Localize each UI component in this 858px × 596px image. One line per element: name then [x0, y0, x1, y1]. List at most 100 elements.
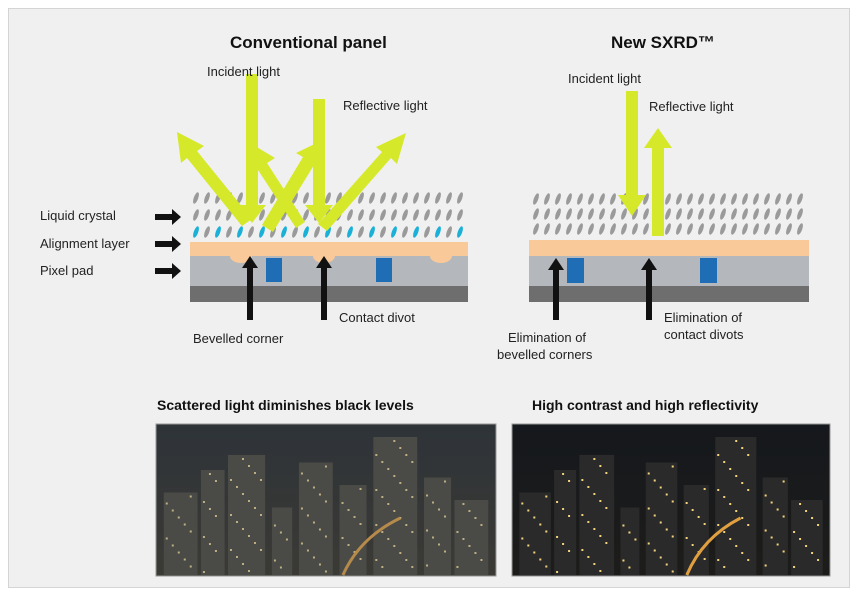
liquid-crystal-molecule [797, 208, 803, 220]
liquid-crystal-molecule [643, 223, 649, 235]
liquid-crystal-molecule [336, 226, 342, 238]
sxrd-incident-arrow [618, 91, 646, 216]
city-window-light [521, 502, 524, 505]
city-road-lights [341, 516, 402, 576]
city-window-light [480, 524, 483, 526]
city-window-light [387, 503, 390, 505]
liquid-crystal-molecule [676, 208, 682, 220]
city-window-light [312, 521, 315, 524]
liquid-crystal-molecule [424, 192, 430, 204]
city-window-light [545, 530, 548, 533]
conventional-photo-caption: Scattered light diminishes black levels [157, 397, 414, 413]
liquid-crystal-molecule [797, 193, 803, 205]
sxrd-photo-caption: High contrast and high reflectivity [532, 397, 759, 413]
city-window-light [735, 440, 738, 442]
sxrd-substrate [529, 286, 809, 302]
city-window-light [764, 564, 767, 567]
city-window-light [444, 515, 447, 518]
city-window-light [347, 544, 350, 546]
liquid-crystal-molecule [753, 223, 759, 235]
liquid-crystal-molecule [555, 223, 561, 235]
city-window-light [634, 538, 637, 541]
city-window-light [411, 461, 414, 463]
city-window-light [177, 551, 180, 554]
city-window-light [562, 508, 565, 510]
city-window-light [381, 531, 384, 533]
city-building [271, 507, 293, 575]
city-window-light [375, 559, 378, 561]
elim-contact-pointer [641, 258, 657, 320]
liquid-crystal-molecule [555, 208, 561, 220]
city-window-light [776, 543, 779, 546]
city-window-light [647, 542, 650, 545]
liquid-crystal-molecule [391, 192, 397, 204]
liquid-crystal-molecule [358, 192, 364, 204]
conventional-night-city-photo [155, 423, 497, 577]
liquid-crystal-molecule [292, 226, 298, 238]
city-window-light [587, 521, 590, 523]
liquid-crystal-molecule [237, 192, 243, 204]
city-window-light [533, 551, 536, 554]
city-window-light [202, 501, 205, 503]
liquid-crystal-molecule [402, 192, 408, 204]
liquid-crystal-molecule [687, 208, 693, 220]
liquid-crystal-molecule [336, 192, 342, 204]
liquid-crystal-molecule [566, 193, 572, 205]
liquid-crystal-molecule [380, 209, 386, 221]
city-window-light [581, 479, 584, 481]
liquid-crystal-molecule [566, 223, 572, 235]
liquid-crystal-molecule [259, 192, 265, 204]
city-window-light [341, 537, 344, 539]
liquid-crystal-molecule [281, 226, 287, 238]
liquid-crystal-molecule [446, 226, 452, 238]
city-window-light [393, 510, 396, 512]
liquid-crystal-molecule [599, 223, 605, 235]
sxrd-panel-title: New SXRD™ [611, 33, 715, 52]
city-window-light [653, 479, 656, 482]
city-window-light [593, 563, 596, 565]
city-window-light [411, 531, 414, 533]
city-window-light [438, 508, 441, 511]
city-window-light [183, 558, 186, 561]
city-window-light [387, 538, 390, 540]
city-window-light [312, 486, 315, 489]
liquid-crystal-molecule [599, 208, 605, 220]
city-building [645, 462, 678, 575]
city-window-light [685, 502, 688, 504]
reflect-arrow-4 [250, 143, 305, 228]
elim-bevel-label-line2: bevelled corners [497, 347, 593, 362]
city-window-light [165, 537, 168, 540]
city-window-light [799, 503, 802, 505]
sxrd-night-city-photo [511, 423, 831, 577]
city-window-light [747, 524, 750, 526]
city-window-light [235, 486, 238, 488]
city-window-light [259, 549, 262, 551]
city-window-light [659, 556, 662, 559]
liquid-crystal-molecule [742, 208, 748, 220]
city-window-light [605, 472, 608, 474]
city-building [762, 477, 788, 575]
city-window-light [770, 501, 773, 504]
reflect-arrow-3 [318, 133, 406, 231]
reflect-arrow-1 [177, 132, 252, 226]
city-window-light [359, 488, 362, 490]
liquid-crystal-label: Liquid crystal [40, 208, 116, 223]
city-window-light [717, 524, 720, 526]
city-building [519, 492, 551, 575]
city-window-light [653, 514, 656, 517]
city-window-light [741, 482, 744, 484]
city-window-light [671, 465, 674, 468]
liquid-crystal-molecule [259, 209, 265, 221]
city-window-light [581, 514, 584, 516]
city-window-light [723, 566, 726, 568]
city-building [620, 507, 640, 575]
city-window-light [782, 550, 785, 553]
liquid-crystal-molecule [775, 208, 781, 220]
city-window-light [300, 472, 303, 475]
liquid-crystal-molecule [698, 208, 704, 220]
city-window-light [599, 570, 602, 572]
city-window-light [805, 545, 808, 547]
city-window-light [723, 496, 726, 498]
city-window-light [241, 563, 244, 565]
liquid-crystal-molecule [676, 223, 682, 235]
